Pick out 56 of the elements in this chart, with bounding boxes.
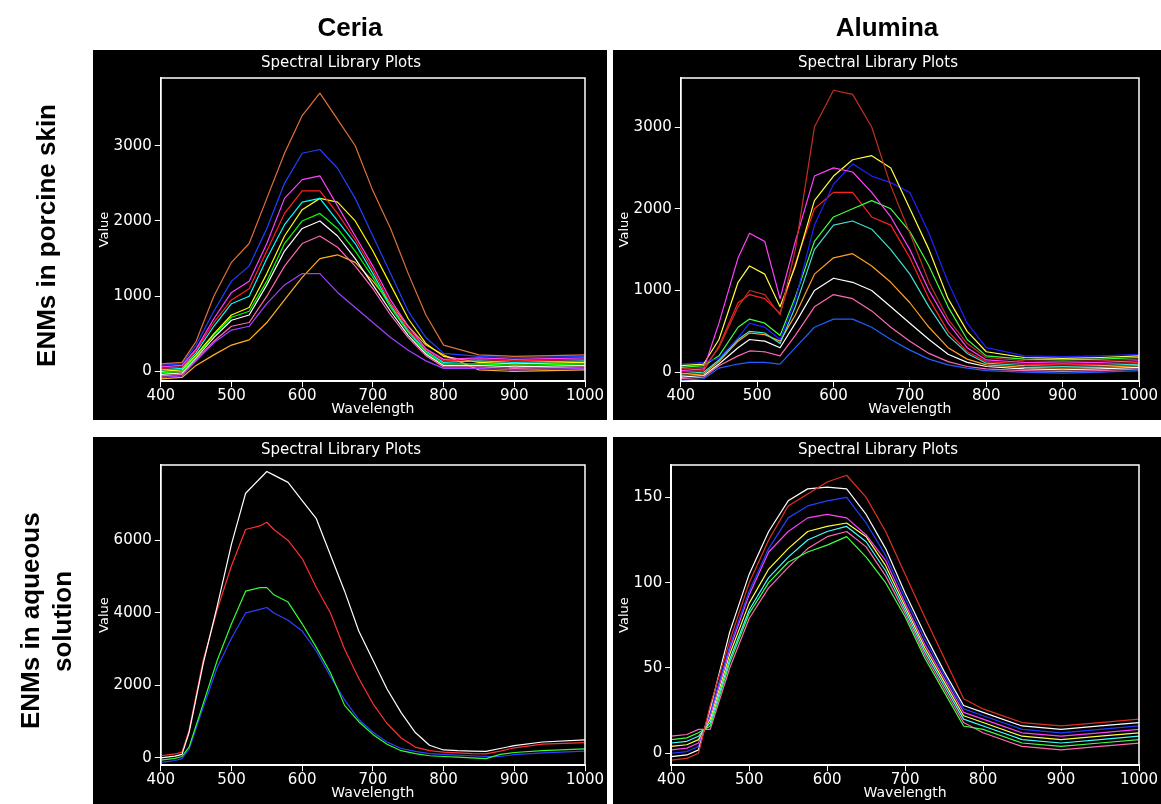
chart-title: Spectral Library Plots xyxy=(798,439,959,458)
y-axis-title: Value xyxy=(96,211,112,248)
x-tick-label: 600 xyxy=(287,386,317,405)
x-axis-title: Wavelength xyxy=(331,784,415,801)
y-tick-label: 0 xyxy=(142,747,152,766)
y-tick-label: 0 xyxy=(652,743,663,762)
x-tick-label: 900 xyxy=(1046,770,1076,789)
x-tick-label: 800 xyxy=(971,386,1001,405)
y-tick-label: 4000 xyxy=(113,602,152,621)
text: Alumina xyxy=(834,12,940,43)
y-tick-label: 3000 xyxy=(113,135,152,154)
x-tick-label: 600 xyxy=(287,770,317,789)
x-tick-label: 1000 xyxy=(1119,770,1159,789)
x-tick-label: 600 xyxy=(819,386,848,405)
y-axis-title: Value xyxy=(96,597,112,633)
x-tick-label: 1000 xyxy=(565,386,605,405)
x-tick-label: 500 xyxy=(217,770,246,789)
chart-title: Spectral Library Plots xyxy=(798,52,959,71)
x-tick-label: 800 xyxy=(429,386,458,405)
x-axis-title: Wavelength xyxy=(331,400,415,417)
x-tick-label: 400 xyxy=(146,770,176,789)
x-tick-label: 500 xyxy=(742,386,772,405)
y-tick-label: 2000 xyxy=(113,210,152,229)
text: ENMs in aqueous solution xyxy=(14,511,78,731)
y-tick-label: 100 xyxy=(633,572,663,591)
x-tick-label: 900 xyxy=(499,770,529,789)
x-tick-label: 500 xyxy=(734,770,764,789)
y-tick-label: 0 xyxy=(142,361,152,380)
x-axis-title: Wavelength xyxy=(868,400,952,417)
x-tick-label: 600 xyxy=(812,770,842,789)
y-tick-label: 3000 xyxy=(633,116,672,135)
x-tick-label: 500 xyxy=(217,386,246,405)
text: ENMs in porcine skin xyxy=(30,103,62,367)
y-tick-label: 2000 xyxy=(113,675,152,694)
y-tick-label: 6000 xyxy=(113,530,152,549)
y-tick-label: 1000 xyxy=(113,286,152,305)
y-axis-title: Value xyxy=(616,211,632,248)
x-tick-label: 400 xyxy=(666,386,696,405)
y-tick-label: 0 xyxy=(662,362,672,381)
y-tick-label: 1000 xyxy=(633,280,672,299)
x-tick-label: 900 xyxy=(1048,386,1077,405)
y-tick-label: 2000 xyxy=(633,198,672,217)
x-axis-title: Wavelength xyxy=(863,784,947,801)
x-tick-label: 900 xyxy=(499,386,529,405)
x-tick-label: 1000 xyxy=(565,770,605,789)
text: Ceria xyxy=(316,12,384,43)
x-tick-label: 800 xyxy=(968,770,998,789)
y-tick-label: 50 xyxy=(643,657,663,676)
y-tick-label: 150 xyxy=(633,487,663,506)
x-tick-label: 400 xyxy=(656,770,686,789)
x-tick-label: 800 xyxy=(429,770,458,789)
x-tick-label: 400 xyxy=(146,386,176,405)
chart-title: Spectral Library Plots xyxy=(261,52,422,71)
y-axis-title: Value xyxy=(616,597,632,633)
chart-title: Spectral Library Plots xyxy=(261,439,422,458)
x-tick-label: 1000 xyxy=(1119,386,1159,405)
